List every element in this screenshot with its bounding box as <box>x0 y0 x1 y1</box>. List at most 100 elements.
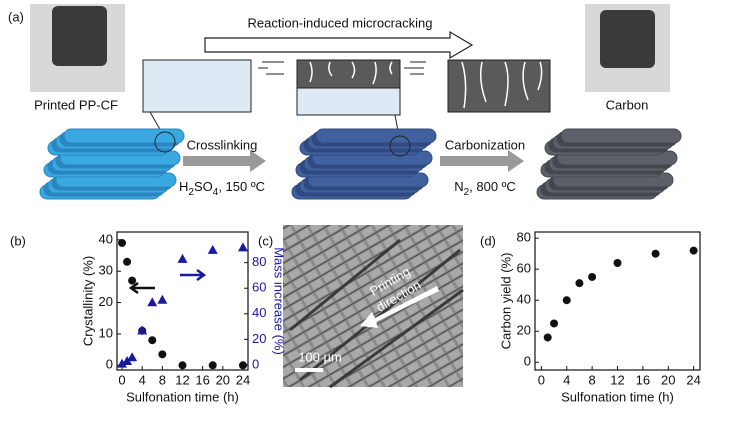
subscript: 4 <box>213 187 219 198</box>
plot-frame <box>534 231 701 371</box>
x-tick-label: 20 <box>661 372 675 387</box>
start-label: Printed PP-CF <box>34 97 118 112</box>
zoom-box-core <box>296 87 401 116</box>
process-arrow <box>440 150 524 172</box>
photo-sample <box>52 6 107 66</box>
y2-tick-label: 0 <box>252 356 259 371</box>
axis-hint-arrow <box>128 281 155 295</box>
x-tick-label: 16 <box>636 372 650 387</box>
x-tick-label: 12 <box>175 372 189 387</box>
y-tick-label: 10 <box>99 325 113 340</box>
x-tick-label: 8 <box>588 372 595 387</box>
y-tick-label: 0 <box>106 357 113 372</box>
x-tick-label: 4 <box>139 372 146 387</box>
y-tick-label: 30 <box>99 263 113 278</box>
point <box>237 242 248 252</box>
y-tick-label: 40 <box>99 231 113 246</box>
x-tick-label: 0 <box>118 372 125 387</box>
point <box>207 244 218 254</box>
end-label: Carbon <box>606 97 649 112</box>
x-tick-label: 8 <box>159 372 166 387</box>
filament <box>560 128 682 144</box>
y-tick-label: 20 <box>517 323 531 338</box>
point <box>157 294 168 304</box>
cracks <box>461 61 543 109</box>
point <box>613 259 622 268</box>
y-tick-label: 0 <box>524 354 531 369</box>
panel-label: (b) <box>10 233 26 248</box>
text-part: N <box>454 179 463 194</box>
scale-bar <box>295 368 323 372</box>
point <box>238 361 247 370</box>
stress-arrows <box>258 61 426 75</box>
micrograph <box>283 225 463 387</box>
top-arrow <box>204 30 474 60</box>
filament <box>315 128 437 144</box>
x-axis-label: Sulfonation time (h) <box>126 389 239 404</box>
step-label: Carbonization <box>445 137 525 152</box>
point <box>588 272 597 281</box>
point <box>562 296 571 305</box>
zoom-circle <box>389 135 411 157</box>
y2-axis-label: Mass increase (%) <box>272 247 287 355</box>
x-tick-label: 24 <box>236 372 250 387</box>
panel-label: (a) <box>8 9 24 24</box>
point <box>127 352 138 362</box>
point <box>208 361 217 370</box>
text-part: , 800 ºC <box>469 179 516 194</box>
x-tick-label: 24 <box>686 372 700 387</box>
y2-tick-label: 20 <box>252 331 266 346</box>
x-tick-label: 16 <box>195 372 209 387</box>
axis-hint-arrow <box>180 268 207 282</box>
scale-bar-label: 100 µm <box>298 349 342 364</box>
top-arrow-label: Reaction-induced microcracking <box>248 15 433 30</box>
filament <box>63 128 185 144</box>
text-part: SO <box>194 179 213 194</box>
subscript: 2 <box>464 187 470 198</box>
x-tick-label: 4 <box>563 372 570 387</box>
point <box>122 356 133 366</box>
micrograph-seam <box>289 238 464 389</box>
point <box>128 276 137 285</box>
point <box>651 249 660 258</box>
x-tick-label: 20 <box>216 372 230 387</box>
step-condition: N2, 800 ºC <box>454 179 516 197</box>
text-part: , 150 ºC <box>218 179 265 194</box>
y2-tick-label: 60 <box>252 280 266 295</box>
point <box>117 358 128 368</box>
point <box>148 336 157 345</box>
x-tick-label: 0 <box>538 372 545 387</box>
process-arrow <box>183 150 266 172</box>
point <box>118 238 127 247</box>
point <box>147 297 158 307</box>
y2-tick-label: 80 <box>252 254 266 269</box>
y-tick-label: 60 <box>517 261 531 276</box>
point <box>575 279 584 288</box>
cracks <box>309 61 393 85</box>
subscript: 2 <box>188 187 194 198</box>
y-tick-label: 20 <box>99 294 113 309</box>
direction-arrow <box>360 286 439 328</box>
y-tick-label: 80 <box>517 230 531 245</box>
point <box>158 350 167 359</box>
zoom-box <box>142 59 252 113</box>
y2-tick-label: 40 <box>252 305 266 320</box>
panel-label: (c) <box>258 233 273 248</box>
point <box>689 246 698 255</box>
y-axis-label: Crystallinity (%) <box>80 256 95 346</box>
photo-sample <box>600 10 655 68</box>
point <box>177 253 188 263</box>
plot-frame <box>116 231 249 371</box>
text-part: H <box>179 179 188 194</box>
y-tick-label: 40 <box>517 292 531 307</box>
y-axis-label: Carbon yield (%) <box>498 253 513 350</box>
point <box>543 333 552 342</box>
point <box>550 319 559 328</box>
x-axis-label: Sulfonation time (h) <box>561 389 674 404</box>
step-label: Crosslinking <box>187 137 258 152</box>
point <box>123 257 132 266</box>
x-tick-label: 12 <box>610 372 624 387</box>
panel-label: (d) <box>480 233 496 248</box>
step-condition: H2SO4, 150 ºC <box>179 179 265 197</box>
